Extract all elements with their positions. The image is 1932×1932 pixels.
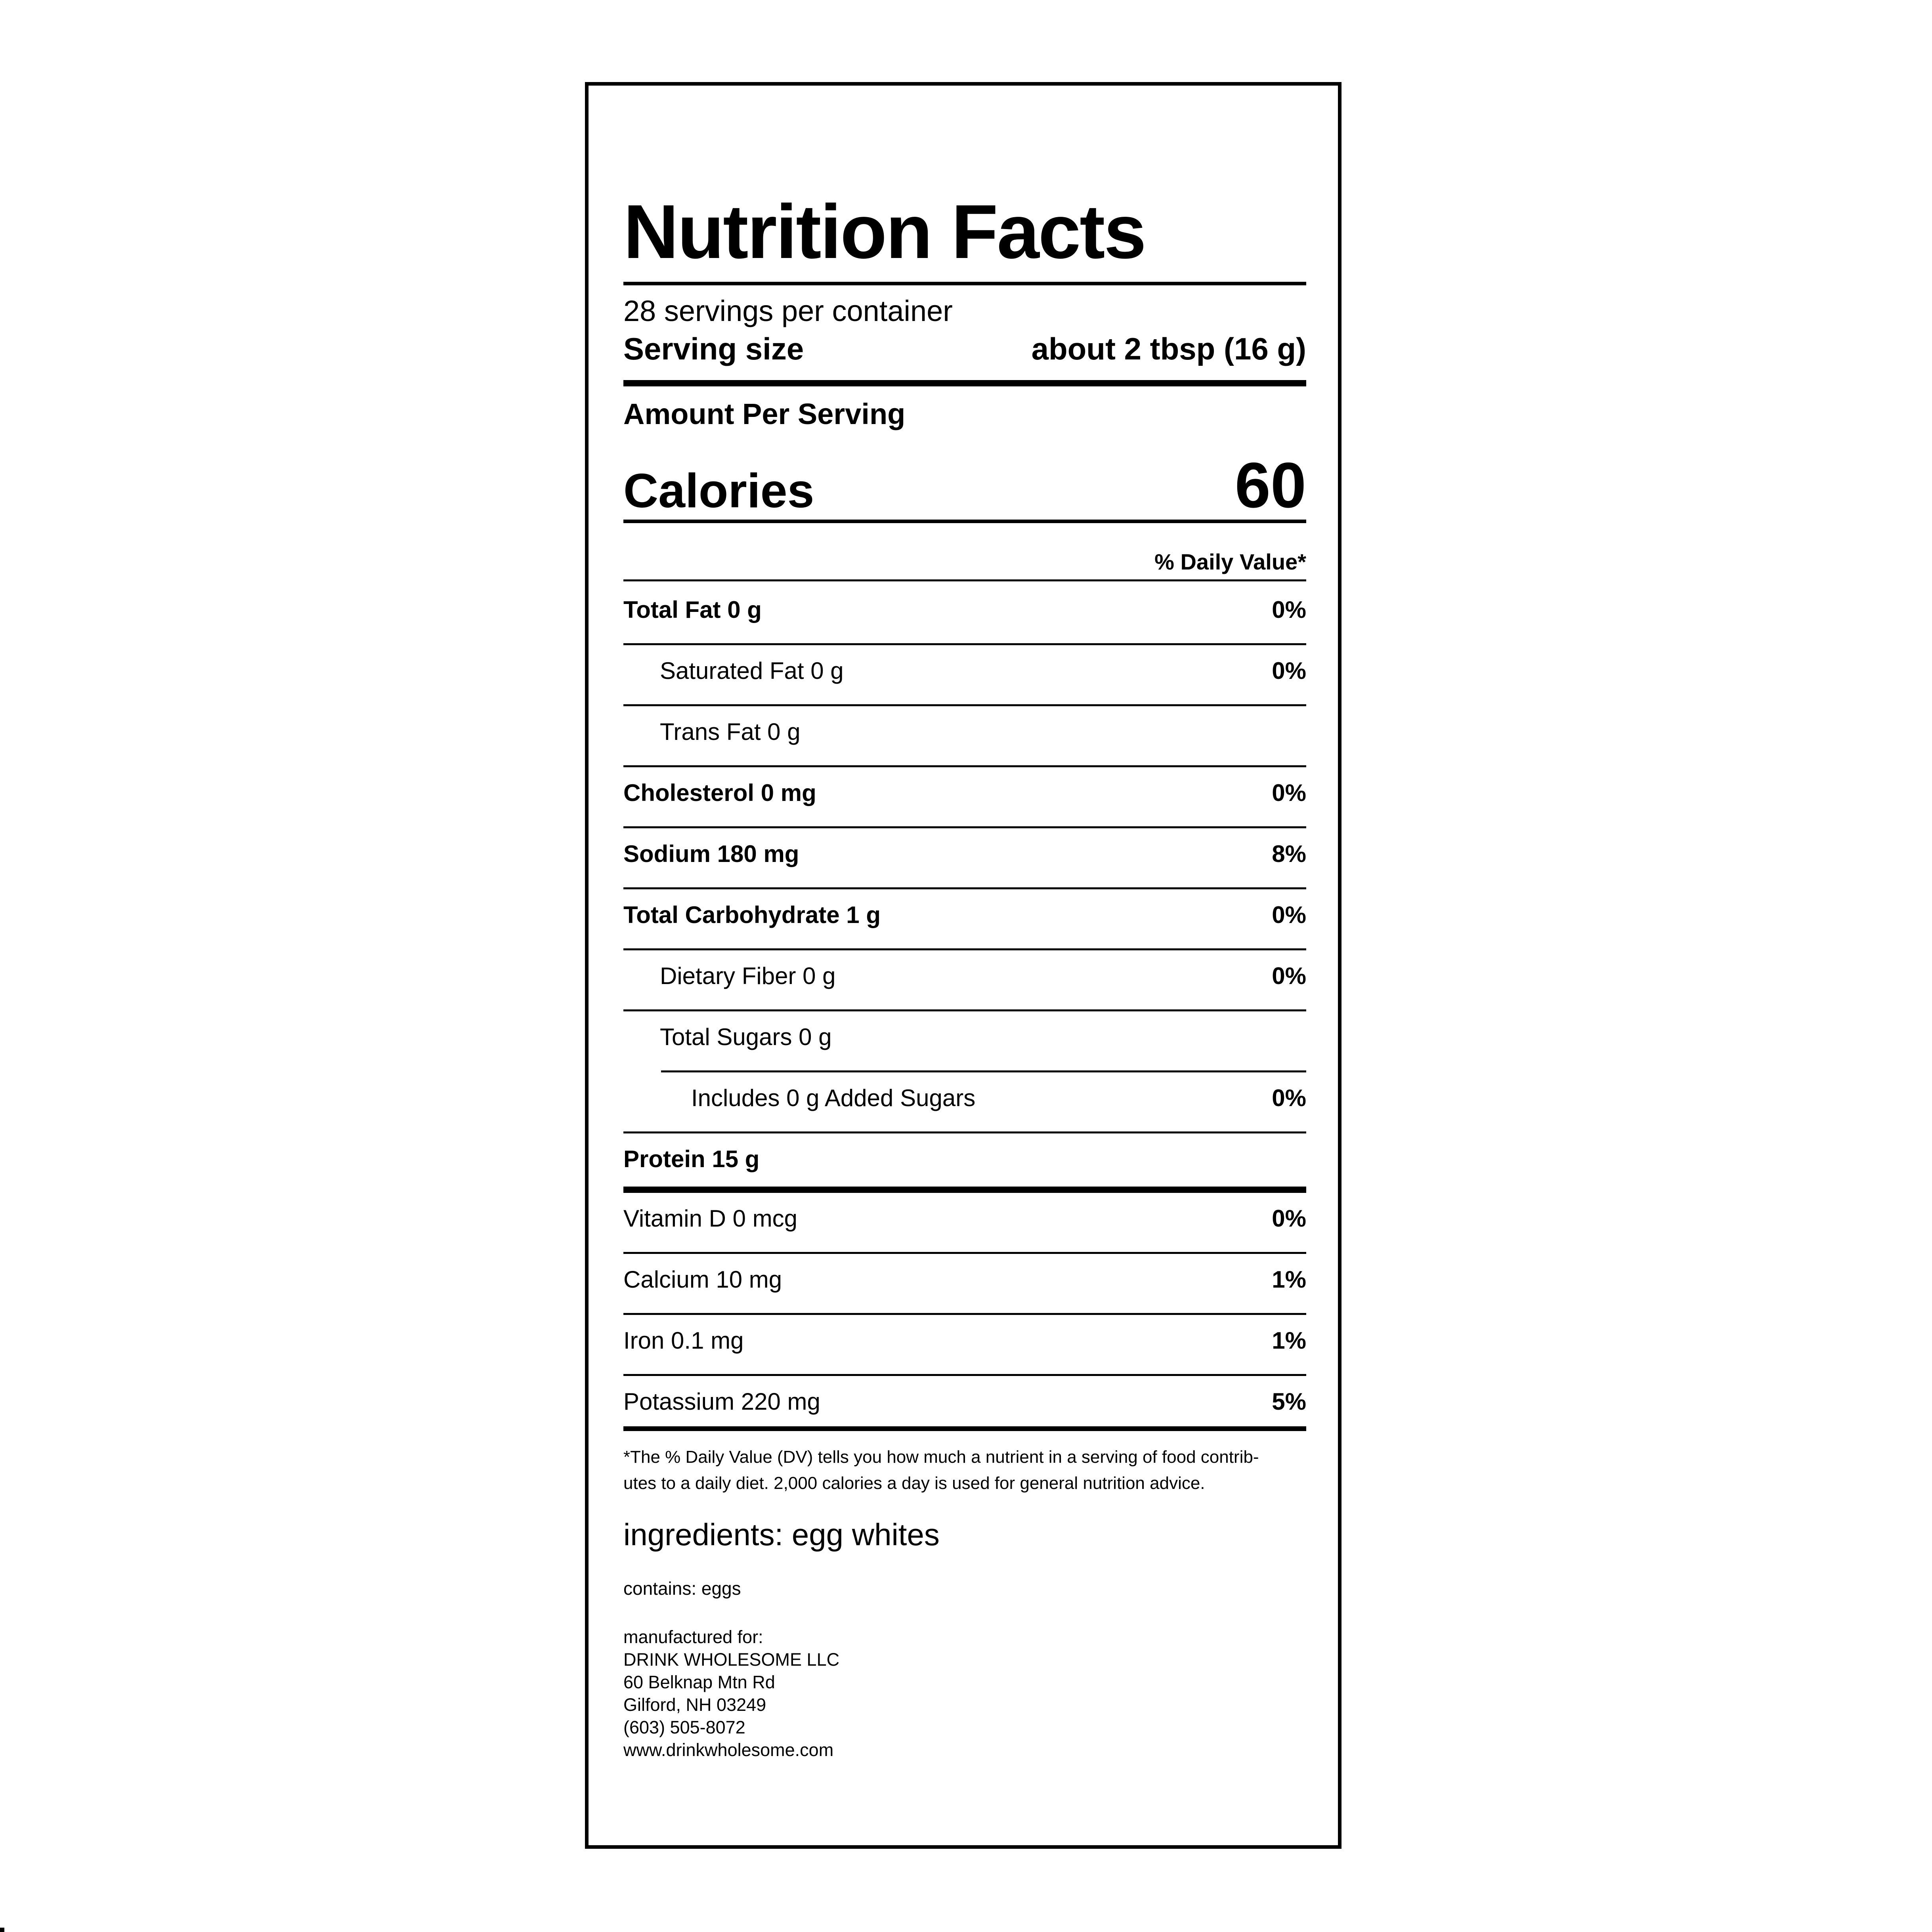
nutrient-label: Trans Fat 0 g [660,719,801,745]
daily-value-footnote: *The % Daily Value (DV) tells you how mu… [623,1444,1306,1496]
manufacturer-line: Gilford, NH 03249 [623,1695,766,1715]
nutrient-percent: 0% [1272,1085,1306,1111]
nutrient-row-total-sugars: Total Sugars 0 g [623,1025,1306,1049]
contains-text: contains: eggs [623,1578,741,1599]
nutrient-label: Saturated Fat 0 g [660,657,844,684]
nutrient-label: Total Fat 0 g [623,596,762,623]
separator-line [623,887,1306,889]
vitamin-percent: 0% [1272,1205,1306,1232]
nutrition-facts-label: Nutrition Facts 28 servings per containe… [585,82,1342,1849]
vitamin-percent: 1% [1272,1266,1306,1293]
vitamin-row-potassium: Potassium 220 mg 5% [623,1390,1306,1414]
separator-line [623,1426,1306,1431]
nutrient-percent: 8% [1272,841,1306,867]
nutrient-label: Includes 0 g Added Sugars [691,1085,976,1111]
nutrient-row-total-carbohydrate: Total Carbohydrate 1 g 0% [623,903,1306,927]
separator-line [623,704,1306,706]
separator-line [661,1070,1306,1072]
nutrient-label: Protein 15 g [623,1146,760,1172]
nutrient-label: Sodium 180 mg [623,841,799,867]
thick-separator [623,1187,1306,1193]
separator-line [623,1374,1306,1376]
nutrient-label: Cholesterol 0 mg [623,780,816,806]
nutrient-percent: 0% [1272,657,1306,684]
thick-separator [623,380,1306,386]
vitamin-row-iron: Iron 0.1 mg 1% [623,1329,1306,1353]
manufacturer-info: manufactured for: DRINK WHOLESOME LLC 60… [623,1626,1306,1761]
vitamin-percent: 1% [1272,1327,1306,1354]
separator-line [623,1131,1306,1133]
calories-value: 60 [1234,449,1306,521]
manufacturer-line: manufactured for: [623,1627,763,1647]
vitamin-label: Vitamin D 0 mcg [623,1205,798,1232]
nutrient-row-cholesterol: Cholesterol 0 mg 0% [623,781,1306,805]
separator-line [623,826,1306,828]
manufacturer-line: (603) 505-8072 [623,1717,745,1737]
nutrient-row-added-sugars: Includes 0 g Added Sugars 0% [623,1086,1306,1110]
vitamin-percent: 5% [1272,1388,1306,1415]
separator-line [623,1313,1306,1315]
manufacturer-line: DRINK WHOLESOME LLC [623,1649,840,1670]
nutrient-row-sodium: Sodium 180 mg 8% [623,842,1306,866]
daily-value-header: % Daily Value* [1154,549,1306,574]
footnote-line: utes to a daily diet. 2,000 calories a d… [623,1473,1205,1493]
corner-mark [0,1928,4,1932]
manufacturer-line: www.drinkwholesome.com [623,1740,834,1760]
nutrient-percent: 0% [1272,596,1306,623]
separator-line [623,282,1306,285]
serving-size-value: about 2 tbsp (16 g) [1031,331,1306,366]
ingredients-text: ingredients: egg whites [623,1517,940,1552]
separator-line [623,1009,1306,1011]
vitamin-label: Calcium 10 mg [623,1266,782,1293]
nutrient-row-trans-fat: Trans Fat 0 g [623,720,1306,744]
separator-line [623,765,1306,767]
serving-size-row: Serving size about 2 tbsp (16 g) [623,333,1306,364]
serving-size-label: Serving size [623,331,804,366]
nutrient-row-dietary-fiber: Dietary Fiber 0 g 0% [623,964,1306,988]
nutrient-percent: 0% [1272,963,1306,989]
separator-line [623,643,1306,645]
separator-line [623,579,1306,581]
vitamin-label: Potassium 220 mg [623,1388,820,1415]
vitamin-label: Iron 0.1 mg [623,1327,744,1354]
separator-line [623,520,1306,523]
nutrient-label: Dietary Fiber 0 g [660,963,836,989]
servings-per-container: 28 servings per container [623,294,953,327]
calories-label: Calories [623,464,814,518]
nutrient-row-total-fat: Total Fat 0 g 0% [623,598,1306,622]
separator-line [623,1252,1306,1254]
nutrient-percent: 0% [1272,902,1306,928]
vitamin-row-calcium: Calcium 10 mg 1% [623,1268,1306,1292]
nutrient-label: Total Sugars 0 g [660,1024,832,1050]
footnote-line: *The % Daily Value (DV) tells you how mu… [623,1447,1259,1467]
separator-line [623,948,1306,950]
vitamin-row-vitamin-d: Vitamin D 0 mcg 0% [623,1207,1306,1231]
label-title: Nutrition Facts [623,189,1147,274]
nutrient-percent: 0% [1272,780,1306,806]
nutrient-row-protein: Protein 15 g [623,1147,1306,1171]
calories-row: Calories 60 [623,453,1306,518]
nutrient-label: Total Carbohydrate 1 g [623,902,881,928]
manufacturer-line: 60 Belknap Mtn Rd [623,1672,775,1692]
amount-per-serving-label: Amount Per Serving [623,397,906,430]
nutrient-row-saturated-fat: Saturated Fat 0 g 0% [623,659,1306,683]
